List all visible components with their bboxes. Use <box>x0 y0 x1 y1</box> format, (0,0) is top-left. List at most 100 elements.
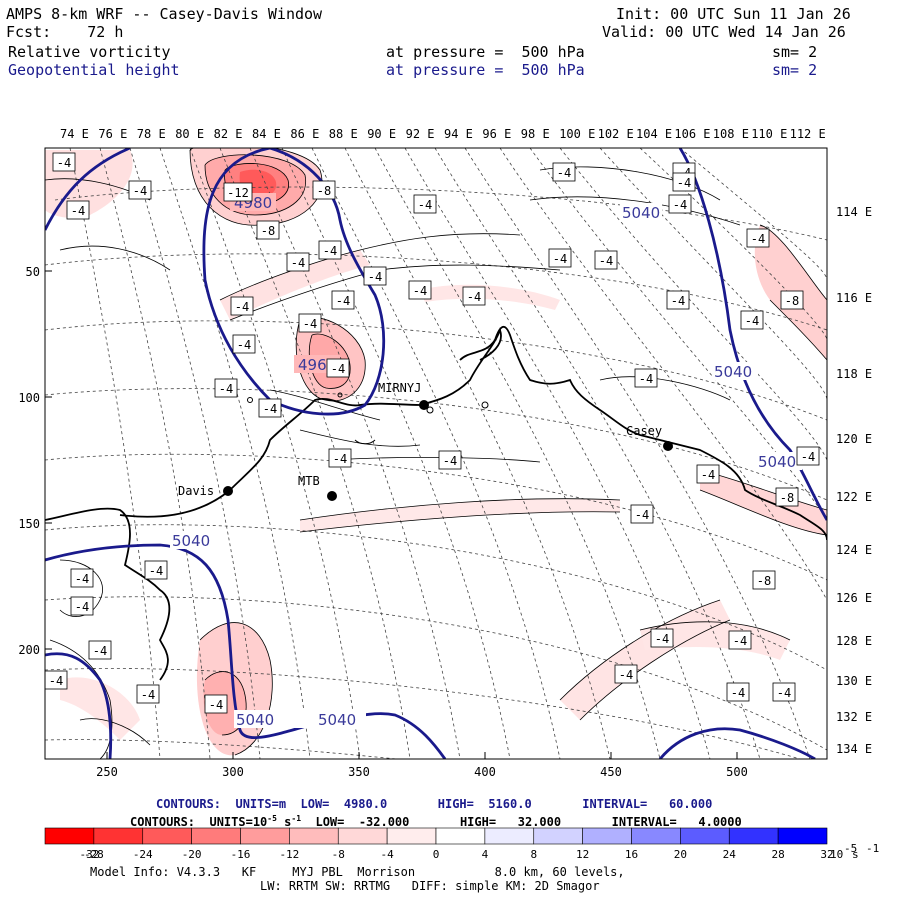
vort-contour-rest: LOW= -32.000 HIGH= 32.000 INTERVAL= 4.00… <box>301 815 742 829</box>
vorticity-label: -4 <box>49 674 63 688</box>
height-label-repeat: 5040 <box>318 711 356 729</box>
left-tick-label: 50 <box>26 265 40 279</box>
colorbar-units-exp2: -1 <box>866 842 879 855</box>
islands <box>247 392 489 445</box>
field-geopotential: Geopotential height <box>8 61 180 79</box>
vorticity-label: -4 <box>777 686 791 700</box>
vorticity-label-box <box>438 450 462 470</box>
right-longitude-label: 132 E <box>836 710 873 724</box>
vorticity-label: -4 <box>751 232 765 246</box>
left-tick-label: 150 <box>18 517 40 531</box>
vorticity-label-box <box>204 694 228 714</box>
vorticity-label-box <box>752 570 776 590</box>
vorticity-label-box <box>780 290 804 310</box>
vorticity-label-box <box>668 194 692 214</box>
station-marker-mirnyj <box>419 400 429 410</box>
colorbar-label: 32 <box>820 848 833 861</box>
vorticity-label: -4 <box>93 644 107 658</box>
vorticity-label-box <box>88 640 112 660</box>
height-label: 5040 <box>236 711 274 729</box>
top-longitude-label: 88 E <box>328 127 358 141</box>
vort-contour-exp: -5 <box>267 814 277 823</box>
colorbar-swatch <box>728 827 779 845</box>
height-label: 5040 <box>714 363 752 381</box>
colorbar-swatch <box>680 827 730 845</box>
right-longitude-label: 128 E <box>836 634 873 648</box>
vorticity-label: -4 <box>553 252 567 266</box>
vorticity-label: -4 <box>733 634 747 648</box>
vorticity-shading <box>45 148 827 756</box>
vorticity-label-box <box>232 334 256 354</box>
colorbar-swatch <box>240 827 290 845</box>
vorticity-label-box <box>548 248 572 268</box>
colorbar-units-s: s <box>852 848 859 861</box>
vorticity-label-box <box>258 398 282 418</box>
colorbar-label: 20 <box>674 848 687 861</box>
colorbar-label: 28 <box>772 848 785 861</box>
vorticity-label: -4 <box>323 244 337 258</box>
vorticity-label: -8 <box>757 574 771 588</box>
vorticity-label: -4 <box>635 508 649 522</box>
vorticity-label-box <box>772 682 796 702</box>
pressure-level-1: at pressure = 500 hPa <box>386 43 585 61</box>
stations: MIRNYJ Casey Davis MTB <box>178 381 673 501</box>
vorticity-label: -4 <box>443 454 457 468</box>
vorticity-label-box <box>312 180 336 200</box>
vorticity-label-box <box>363 266 387 286</box>
station-marker-casey <box>663 441 673 451</box>
vorticity-label-box <box>630 504 654 524</box>
colorbar-swatch <box>582 827 632 845</box>
model-info-2: LW: RRTM SW: RRTMG DIFF: simple KM: 2D S… <box>260 879 600 893</box>
colorbar-label: -16 <box>231 848 251 861</box>
vorticity-label-box <box>214 378 238 398</box>
vorticity-label-box <box>326 358 350 378</box>
colorbar-label: 16 <box>625 848 638 861</box>
top-longitude-label: 108 E <box>712 127 749 141</box>
field-vorticity: Relative vorticity <box>8 43 171 61</box>
colorbar-units-exp: -5 <box>844 842 857 855</box>
vorticity-label: -4 <box>263 402 277 416</box>
vorticity-label: -4 <box>745 314 759 328</box>
vorticity-label: -4 <box>655 632 669 646</box>
colorbar-swatch <box>191 827 241 845</box>
colorbar-label: 24 <box>723 848 737 861</box>
vorticity-labels: -4 -12 -8 -8 -4 -4 -4 -4 -4 -4 -4 -4 -4 -4 -4 -4 -4 -4 -4 -… <box>45 152 820 714</box>
colorbar-swatch <box>631 827 681 845</box>
colorbar: -28 -24 -20 -16 -12 -8 -4 0 4 8 12 16 20 24 28 32-32 10-… <box>44 827 879 861</box>
vorticity-label-box <box>672 172 696 192</box>
vorticity-label: -4 <box>71 204 85 218</box>
vorticity-label: -4 <box>303 317 317 331</box>
vorticity-label-box <box>634 368 658 388</box>
model-info: Model Info: V4.3.3 KF MYJ PBL Morrison 8… <box>90 865 625 879</box>
vorticity-label-box <box>331 290 355 310</box>
station-label-mtb: MTB <box>298 474 320 488</box>
vorticity-label: -8 <box>785 294 799 308</box>
top-longitude-label: 110 E <box>751 127 788 141</box>
vorticity-label: -8 <box>780 491 794 505</box>
colorbar-label: -28 <box>84 848 104 861</box>
colorbar-label: 12 <box>576 848 589 861</box>
vorticity-label-box <box>740 310 764 330</box>
vorticity-label-box <box>614 664 638 684</box>
vorticity-label-box <box>328 448 352 468</box>
top-longitude-label: 80 E <box>175 127 205 141</box>
vorticity-label-box <box>52 152 76 172</box>
colorbar-label: -12 <box>279 848 299 861</box>
vorticity-label-box <box>45 670 68 690</box>
top-longitude-label: 84 E <box>252 127 281 141</box>
top-longitude-label: 96 E <box>482 127 512 141</box>
colorbar-swatch <box>484 827 535 845</box>
vorticity-label-box <box>746 228 770 248</box>
init-time: Init: 00 UTC Sun 11 Jan 26 <box>616 5 851 23</box>
vort-contour-unit: s <box>276 815 292 829</box>
vorticity-label-box <box>728 630 752 650</box>
right-longitude-label: 126 E <box>836 591 873 605</box>
colorbar-swatch <box>777 827 828 845</box>
colorbar-swatch <box>93 827 144 845</box>
vorticity-label-box <box>223 182 253 202</box>
colorbar-label: -20 <box>182 848 202 861</box>
vorticity-label: -4 <box>619 668 633 682</box>
top-longitude-label: 104 E <box>636 127 673 141</box>
colorbar-label: -4 <box>381 848 395 861</box>
